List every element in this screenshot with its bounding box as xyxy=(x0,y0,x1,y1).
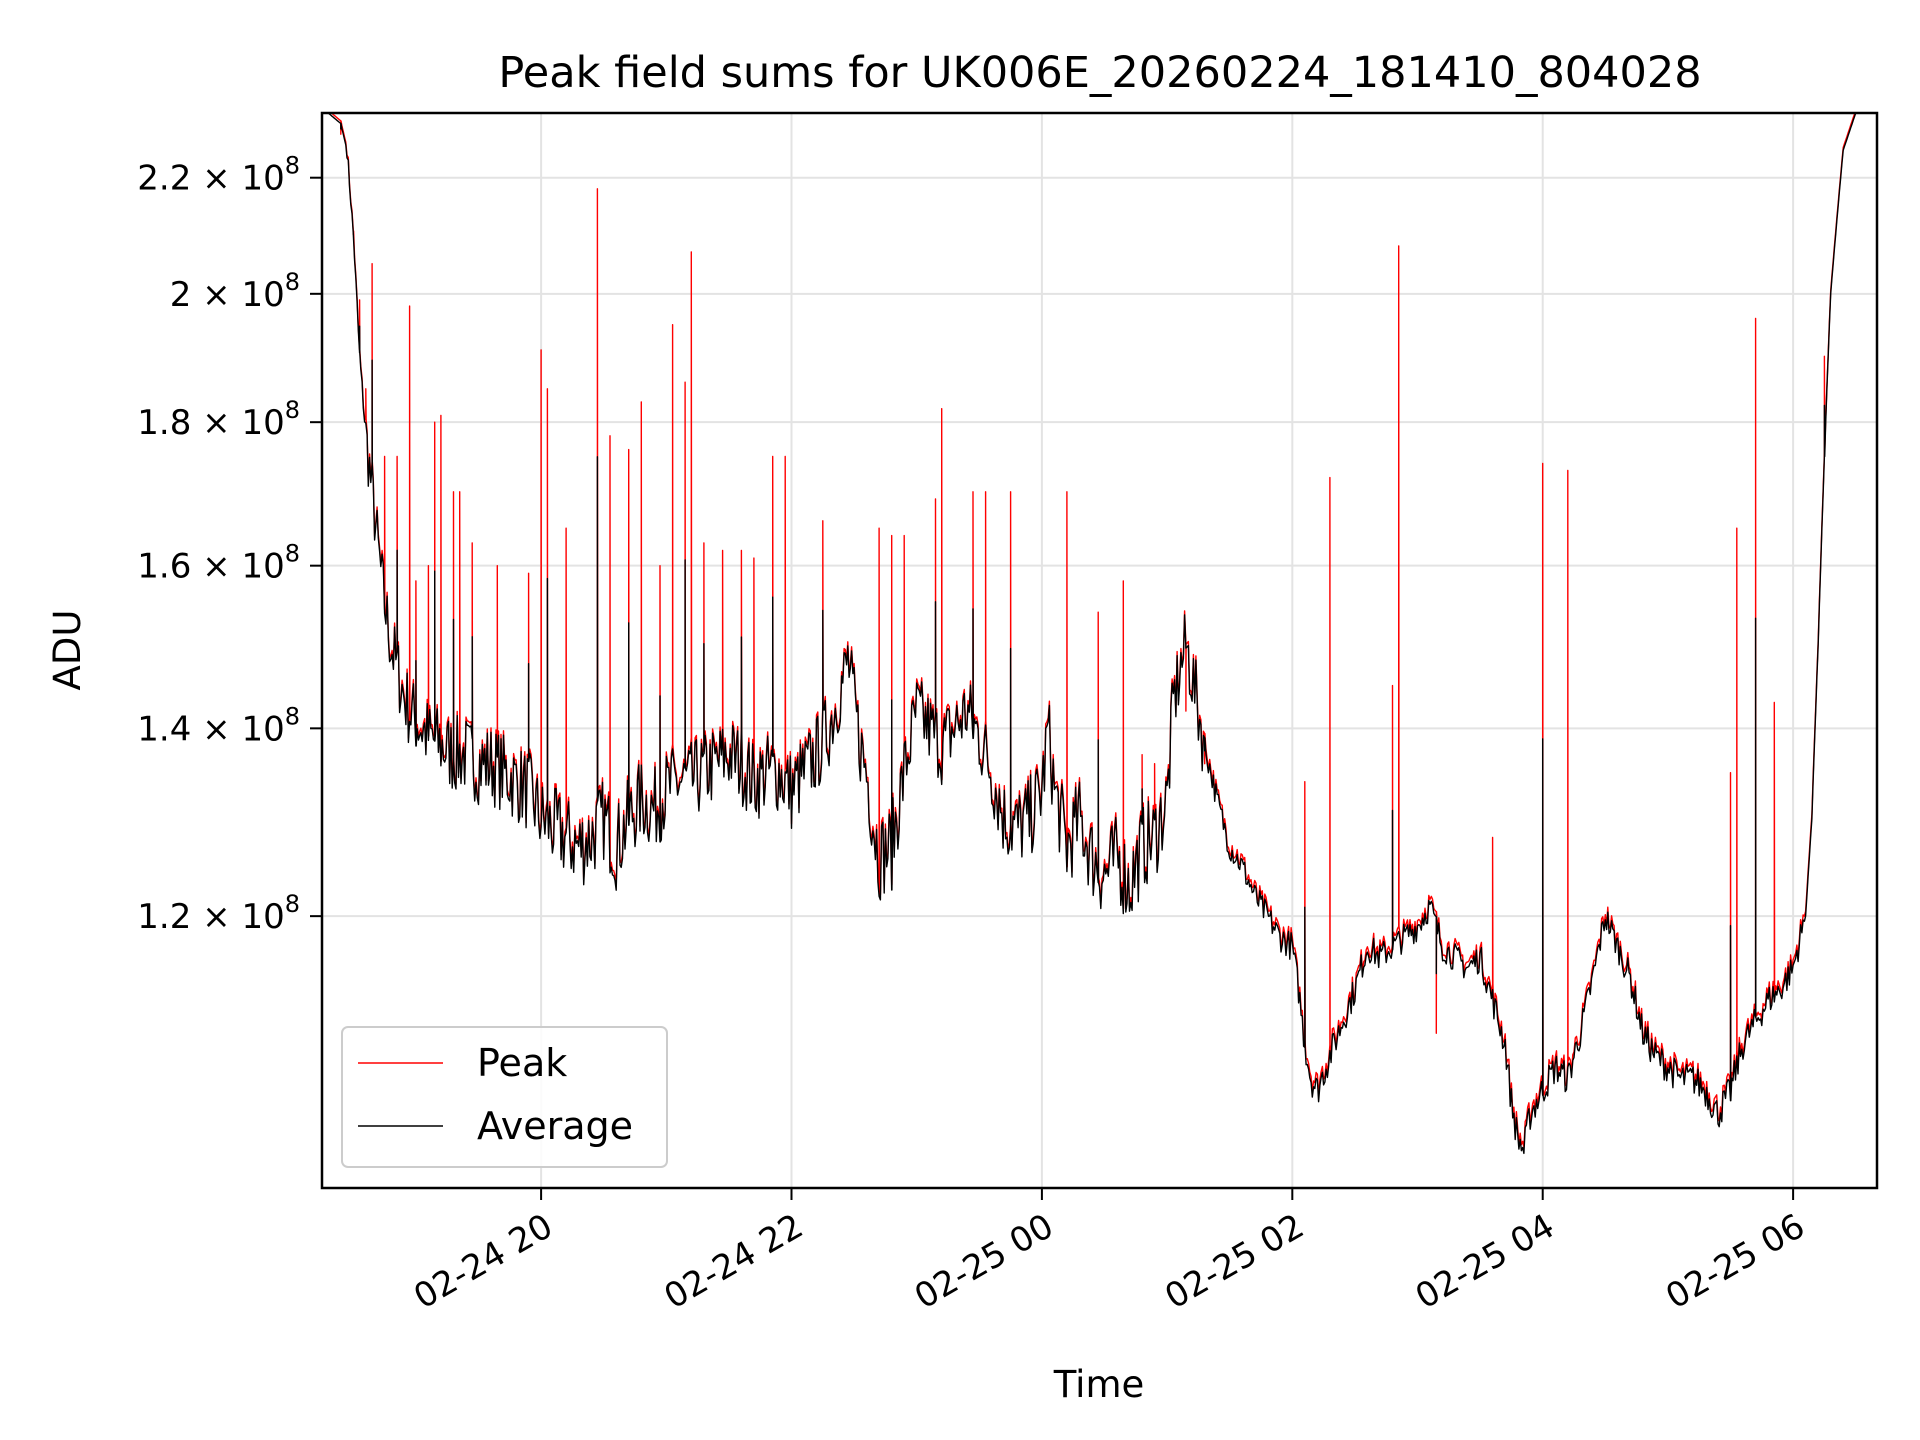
y-tick-label: 2.2 × 108 xyxy=(137,152,300,199)
y-tick-mantissa: 1.8 xyxy=(137,403,191,443)
y-tick-multiplier: × 10 xyxy=(191,403,284,443)
y-tick-exponent: 8 xyxy=(285,396,300,424)
chart-title: Peak field sums for UK006E_20260224_1814… xyxy=(498,48,1701,98)
y-axis-label: ADU xyxy=(46,610,89,691)
y-tick-exponent: 8 xyxy=(285,268,300,296)
series-average-line xyxy=(322,113,1876,1155)
y-tick-exponent: 8 xyxy=(285,152,300,180)
x-axis-label: Time xyxy=(1053,1363,1145,1406)
y-tick-mantissa: 1.2 xyxy=(137,897,191,937)
y-tick-label: 1.6 × 108 xyxy=(137,540,300,587)
y-tick-multiplier: × 10 xyxy=(191,159,284,199)
y-tick-multiplier: × 10 xyxy=(191,709,284,749)
y-tick-exponent: 8 xyxy=(285,890,300,918)
legend-box xyxy=(341,1026,668,1168)
legend: Peak Average xyxy=(341,1026,668,1168)
y-tick-mantissa: 1.6 xyxy=(137,547,191,587)
y-tick-mantissa: 1.4 xyxy=(137,709,191,749)
legend-average-label: Average xyxy=(477,1104,633,1148)
grid-layer xyxy=(322,113,1877,1188)
y-tick-label: 1.4 × 108 xyxy=(137,702,300,749)
y-tick-exponent: 8 xyxy=(285,702,300,730)
legend-peak-label: Peak xyxy=(477,1041,567,1085)
series-layer xyxy=(322,113,1876,1155)
plot-area xyxy=(322,113,1876,1155)
y-tick-multiplier: × 10 xyxy=(191,275,284,315)
plot-frame xyxy=(320,111,1879,1190)
y-tick-label: 1.2 × 108 xyxy=(137,890,300,937)
y-tick-mantissa: 2 xyxy=(170,275,192,315)
y-tick-exponent: 8 xyxy=(285,540,300,568)
y-tick-mantissa: 2.2 xyxy=(137,159,191,199)
y-tick-multiplier: × 10 xyxy=(191,547,284,587)
y-tick-label: 1.8 × 108 xyxy=(137,396,300,443)
y-tick-multiplier: × 10 xyxy=(191,897,284,937)
y-tick-label: 2 × 108 xyxy=(170,268,300,315)
